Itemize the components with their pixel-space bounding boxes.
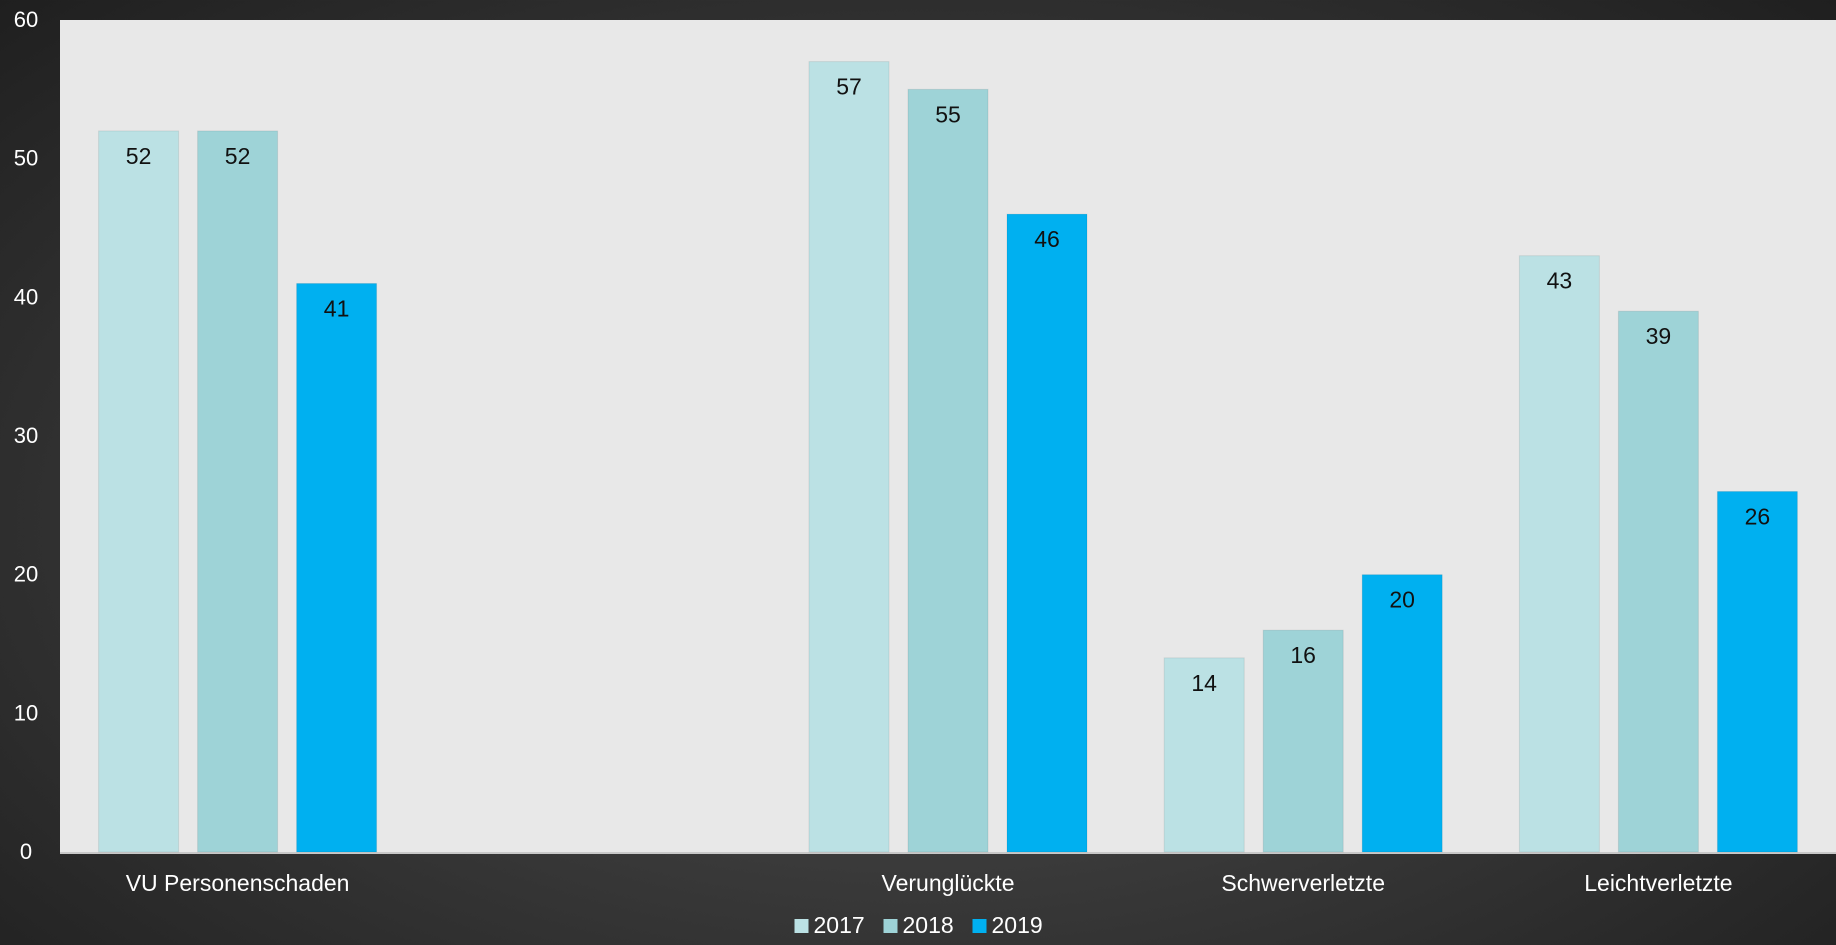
y-tick-label: 50 [14, 146, 38, 171]
y-axis: 0 10 20 30 40 50 60 [14, 7, 38, 864]
data-labels: 52 52 41 57 55 46 14 16 20 43 39 26 [126, 74, 1770, 696]
x-tick-label: Schwerverletzte [1221, 870, 1385, 896]
legend-swatch [794, 919, 809, 933]
bar-value-label: 46 [1034, 226, 1060, 252]
y-tick-label: 60 [14, 7, 38, 32]
y-tick-label: 30 [14, 423, 38, 448]
bar [907, 88, 989, 853]
bar [808, 61, 890, 853]
bar-value-label: 52 [225, 143, 251, 169]
x-tick-label: Verunglückte [882, 870, 1015, 896]
legend-swatch [883, 919, 898, 933]
x-tick-label: Leichtverletzte [1584, 870, 1732, 896]
x-tick-label: VU Personenschaden [126, 870, 350, 896]
bar-value-label: 20 [1389, 587, 1415, 613]
bar-value-label: 55 [935, 101, 961, 127]
bar [1361, 574, 1443, 853]
bar [98, 130, 180, 853]
bar-value-label: 57 [836, 74, 862, 100]
bar [197, 130, 279, 853]
y-tick-label: 10 [14, 700, 38, 725]
bars [98, 61, 1798, 853]
legend: 2017 2018 2019 [794, 912, 1043, 938]
bar [1262, 629, 1344, 853]
bar-value-label: 52 [126, 143, 152, 169]
legend-swatch [972, 919, 987, 933]
bar [1518, 255, 1600, 853]
x-axis: VU Personenschaden Verunglückte Schwerverl… [126, 870, 1733, 896]
bar [1617, 310, 1699, 853]
bar [1716, 490, 1798, 853]
bar-value-label: 26 [1745, 503, 1771, 529]
bar-value-label: 14 [1191, 670, 1217, 696]
bar [1006, 213, 1088, 853]
bar-value-label: 43 [1547, 268, 1573, 294]
bar [1163, 657, 1245, 853]
bar-value-label: 39 [1646, 323, 1672, 349]
bar-value-label: 41 [324, 295, 350, 321]
legend-label: 2019 [992, 912, 1043, 938]
y-tick-label: 0 [20, 839, 32, 864]
y-tick-label: 40 [14, 284, 38, 309]
legend-label: 2017 [814, 912, 865, 938]
bar [296, 282, 378, 853]
bar-value-label: 16 [1290, 642, 1316, 668]
y-tick-label: 20 [14, 562, 38, 587]
legend-label: 2018 [903, 912, 954, 938]
